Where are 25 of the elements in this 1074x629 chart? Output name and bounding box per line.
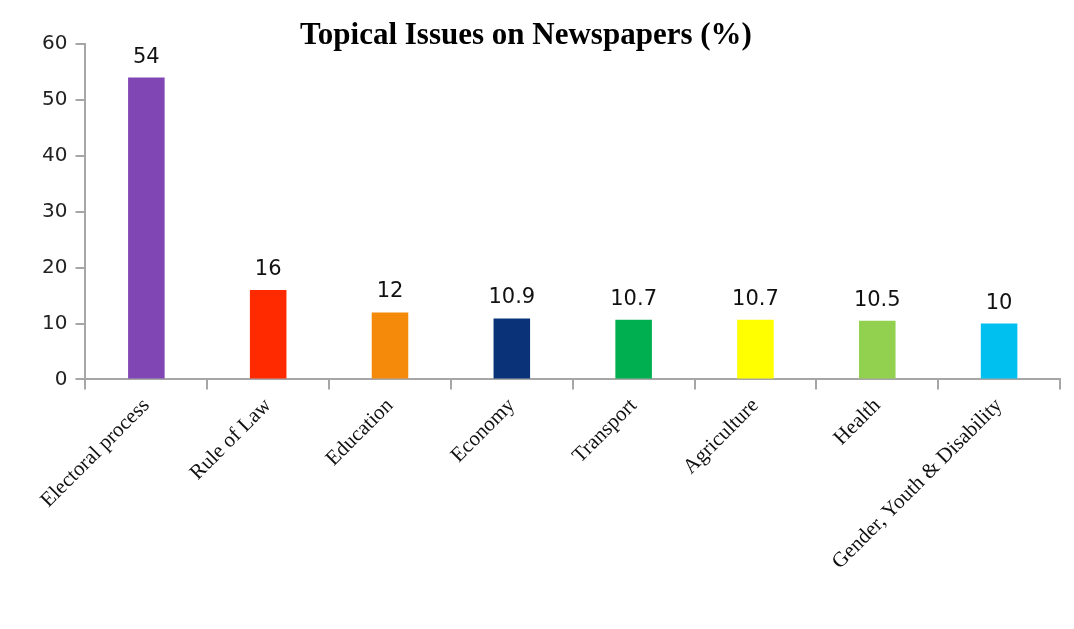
y-tick-label: 10: [42, 309, 68, 334]
y-tick-label: 50: [42, 86, 68, 111]
bar: [980, 323, 1018, 379]
data-label: 10.7: [610, 285, 658, 310]
data-label: 10.5: [853, 286, 901, 311]
bar: [249, 290, 287, 379]
data-label: 10.9: [488, 284, 536, 309]
bar: [371, 312, 409, 379]
bar: [615, 319, 652, 379]
bar: [493, 318, 531, 379]
y-tick-label: 20: [42, 253, 68, 278]
y-tick-label: 30: [42, 197, 68, 222]
data-label: 12: [376, 278, 404, 303]
chart-title: Topical Issues on Newspapers (%): [300, 16, 752, 52]
bar: [128, 77, 165, 379]
data-label: 16: [254, 255, 282, 280]
y-tick-label: 0: [54, 365, 68, 390]
data-label: 54: [132, 43, 160, 68]
data-label: 10.7: [732, 285, 779, 310]
y-tick-label: 60: [42, 30, 68, 55]
data-label: 10: [985, 289, 1013, 314]
bar: [859, 320, 896, 379]
bar: [737, 319, 774, 379]
y-tick-label: 40: [42, 142, 68, 167]
x-tick-label: Rule of Law: [184, 392, 277, 485]
